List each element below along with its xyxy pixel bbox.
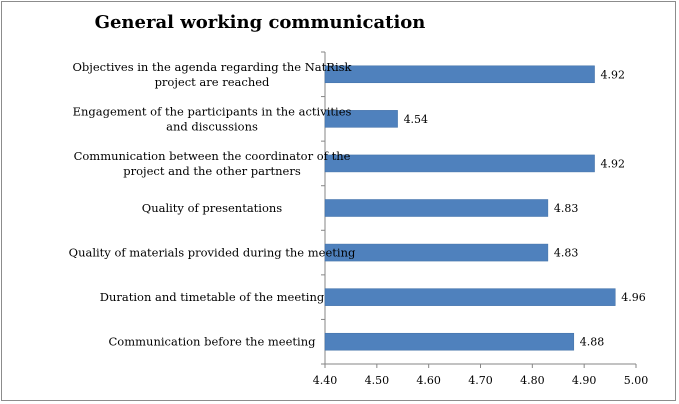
x-tick-label: 5.00	[624, 374, 649, 387]
data-label: 4.96	[621, 291, 646, 304]
data-label: 4.92	[601, 68, 626, 81]
bar	[324, 199, 549, 217]
bar	[324, 110, 398, 128]
bar	[324, 154, 595, 173]
x-tick-label: 4.90	[572, 374, 597, 387]
x-tick-label: 4.60	[416, 374, 441, 387]
category-label: Communication before the meeting	[109, 335, 317, 349]
bar	[324, 288, 616, 306]
bar	[324, 65, 595, 84]
category-label: Quality of presentations	[142, 201, 283, 215]
category-label: and discussions	[166, 119, 258, 133]
category-label: Duration and timetable of the meeting	[100, 290, 325, 304]
category-label: Communication between the coordinator of…	[74, 149, 351, 163]
x-tick-label: 4.40	[313, 374, 338, 387]
x-tick-label: 4.50	[365, 374, 390, 387]
category-label: Quality of materials provided during the…	[69, 246, 356, 260]
category-label: project and the other partners	[123, 164, 301, 178]
x-tick-label: 4.80	[520, 374, 545, 387]
bar	[324, 332, 575, 351]
data-label: 4.92	[601, 157, 626, 170]
x-tick-label: 4.70	[468, 374, 493, 387]
category-label: Engagement of the participants in the ac…	[73, 104, 352, 118]
data-label: 4.83	[554, 202, 579, 215]
data-label: 4.83	[554, 247, 579, 260]
category-label: project are reached	[155, 75, 270, 89]
data-label: 4.54	[404, 113, 429, 126]
category-label: Objectives in the agenda regarding the N…	[72, 60, 352, 74]
bar	[324, 243, 549, 262]
chart-title: General working communication	[94, 12, 426, 33]
data-label: 4.88	[580, 336, 605, 349]
